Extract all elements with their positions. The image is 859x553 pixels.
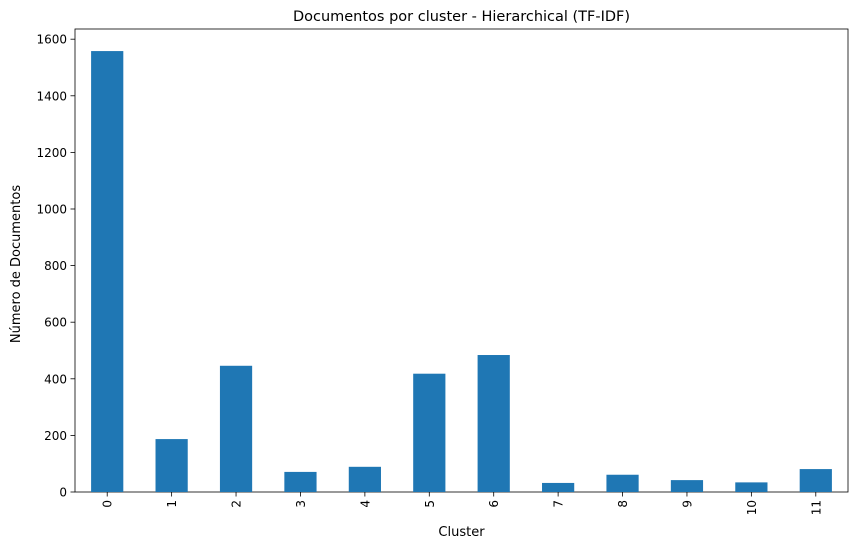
axes-frame [74, 28, 849, 493]
x-axis-ticks: 0 1 2 3 4 5 6 7 8 9 10 11 [101, 492, 823, 515]
bar-cluster-7 [542, 482, 575, 492]
bar-cluster-4 [348, 466, 381, 492]
x-tick-label: 2 [230, 500, 244, 508]
y-tick-label: 1000 [36, 202, 67, 216]
x-tick-label: 1 [165, 500, 179, 508]
bar-cluster-6 [477, 355, 510, 492]
x-tick-label: 9 [680, 500, 694, 508]
y-axis-ticks: 0 200 400 600 800 1000 1200 1400 1600 [36, 33, 75, 500]
y-tick-label: 800 [44, 259, 67, 273]
plot-area [74, 28, 849, 493]
x-axis-label: Cluster [438, 525, 485, 540]
bar-cluster-3 [284, 471, 317, 492]
x-tick-label: 8 [616, 500, 630, 508]
y-tick-label: 1200 [36, 146, 67, 160]
y-axis-label: Número de Documentos [9, 185, 24, 343]
bar-cluster-11 [799, 469, 832, 492]
x-tick-label: 7 [552, 500, 566, 508]
y-tick-label: 1600 [36, 33, 67, 47]
x-tick-label: 0 [101, 500, 115, 508]
bar-cluster-5 [413, 373, 446, 492]
x-tick-label: 3 [294, 500, 308, 508]
x-tick-label: 11 [809, 500, 823, 515]
bar-cluster-2 [219, 365, 253, 492]
bar-cluster-1 [155, 439, 188, 492]
y-tick-label: 1400 [36, 89, 67, 103]
bars-group [91, 51, 832, 492]
bar-cluster-9 [670, 480, 704, 492]
bar-cluster-8 [606, 474, 639, 492]
y-tick-label: 0 [59, 486, 67, 500]
y-tick-label: 600 [44, 316, 67, 330]
x-tick-label: 10 [745, 500, 759, 515]
x-tick-label: 4 [358, 500, 372, 508]
x-tick-label: 6 [487, 500, 501, 508]
bar-cluster-0 [91, 51, 124, 492]
x-tick-label: 5 [423, 500, 437, 508]
bar-cluster-10 [735, 482, 768, 492]
chart-title: Documentos por cluster - Hierarchical (T… [293, 9, 630, 25]
y-tick-label: 200 [44, 429, 67, 443]
y-tick-label: 400 [44, 372, 67, 386]
